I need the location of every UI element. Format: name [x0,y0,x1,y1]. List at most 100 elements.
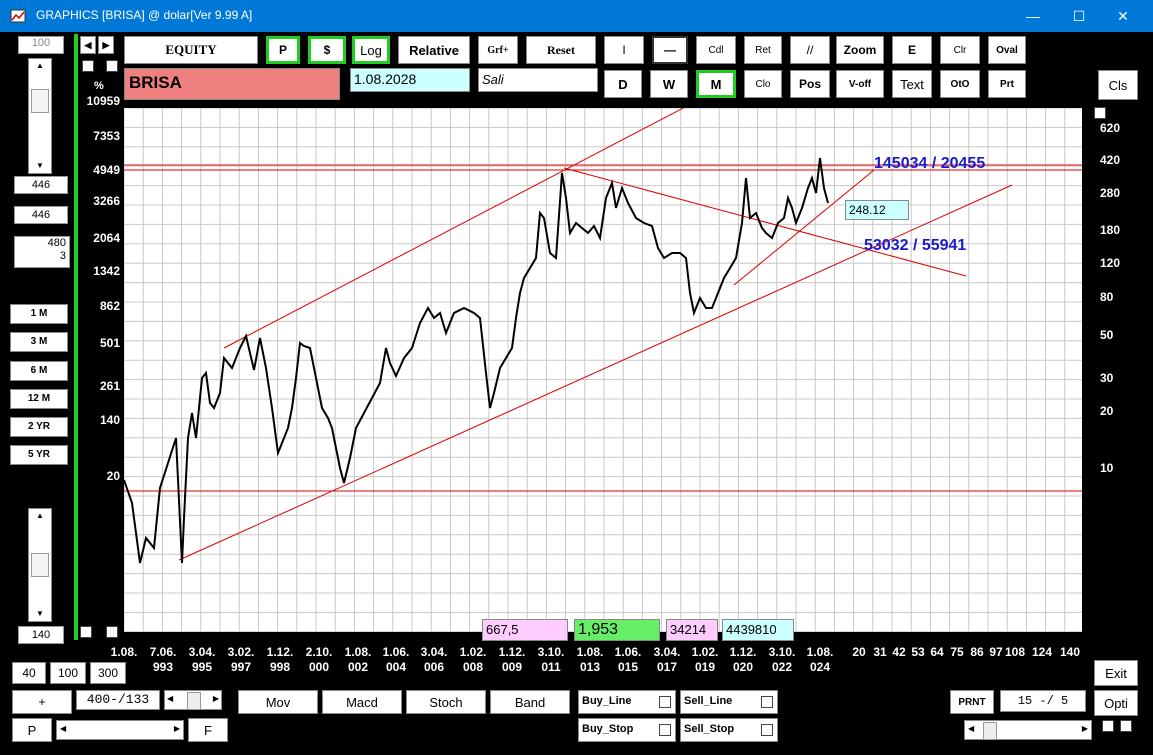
relative-button[interactable]: Relative [398,36,470,64]
p-bottom-button[interactable]: P [12,718,52,742]
plus-button[interactable]: + [12,690,72,714]
price-chart[interactable] [123,104,1082,633]
timeframe-5yr-button[interactable]: 5 YR [10,445,68,465]
log-button[interactable]: Log [352,36,390,64]
day-field[interactable]: Sali [478,68,598,92]
bottom-right-icon[interactable]: ▶ [173,724,180,733]
checkbox-e[interactable] [1102,720,1114,732]
chart-canvas[interactable] [123,104,1082,633]
close-line-button[interactable]: Clo [744,70,782,98]
volume-off-button[interactable]: V-off [836,70,884,98]
left-lower-scrollbar[interactable]: ▲ ▼ [28,508,52,622]
checkbox-c[interactable] [80,626,92,638]
sell-stop-checkbox[interactable] [761,724,773,736]
oval-button[interactable]: Oval [988,36,1026,64]
symbol-field[interactable]: BRISA [124,68,340,100]
period-40-button[interactable]: 40 [12,662,46,684]
candle-button[interactable]: Cdl [696,36,736,64]
exit-button[interactable]: Exit [1094,660,1138,686]
app-icon [10,9,26,23]
scroll-thumb-2[interactable] [31,553,49,577]
graph-plus-button[interactable]: Grf+ [478,36,518,64]
sell-line-label: Sell_Line [684,695,733,707]
sell-line-checkbox[interactable] [761,696,773,708]
scroll-up-icon[interactable]: ▲ [36,61,44,70]
checkbox-d[interactable] [106,626,118,638]
timeframe-1m-button[interactable]: 1 M [10,304,68,324]
price-tick: 140 [99,413,120,427]
opti-button[interactable]: Opti [1094,690,1138,716]
buy-line-checkbox[interactable] [659,696,671,708]
macd-button[interactable]: Macd [322,690,402,714]
reset-button[interactable]: Reset [526,36,596,64]
bottom-scrollbar[interactable]: ◀ ▶ [56,720,184,740]
retracement-button[interactable]: Ret [744,36,782,64]
dollar-button[interactable]: $ [308,36,346,64]
range-right-icon[interactable]: ▶ [212,694,219,703]
range-scrollbar[interactable]: ◀ ▶ [164,690,222,710]
period-300-button[interactable]: 300 [90,662,126,684]
minimize-icon[interactable]: — [1026,8,1040,24]
position-button[interactable]: Pos [790,70,830,98]
right-bottom-scrollbar[interactable]: ◀ ▶ [964,720,1092,740]
buy-stop-option[interactable]: Buy_Stop [578,718,676,742]
bottom-left-icon[interactable]: ◀ [60,724,67,733]
clear-button[interactable]: Clr [940,36,980,64]
vertical-line-button[interactable]: I [604,36,644,64]
buy-stop-checkbox[interactable] [659,724,671,736]
right-bottom-right-icon[interactable]: ▶ [1081,724,1088,733]
timeframe-3m-button[interactable]: 3 M [10,332,68,352]
range-field[interactable]: 400-/133 [76,690,160,710]
maximize-icon[interactable]: ☐ [1072,8,1086,24]
right-bottom-thumb[interactable] [983,722,997,740]
close-icon[interactable]: ✕ [1117,8,1129,24]
range-left-icon[interactable]: ◀ [167,694,174,703]
price-tick: 3266 [93,194,120,208]
timeframe-2yr-button[interactable]: 2 YR [10,417,68,437]
horizontal-line-button[interactable]: — [652,36,688,64]
checkbox-f[interactable] [1120,720,1132,732]
mov-button[interactable]: Mov [238,690,318,714]
parallel-lines-button[interactable]: // [790,36,830,64]
timeframe-12m-button[interactable]: 12 M [10,389,68,409]
period-100-button[interactable]: 100 [50,662,86,684]
ratio-field[interactable]: 15 -/ 5 [1000,690,1086,712]
text-button[interactable]: Text [892,70,932,98]
f-button[interactable]: F [188,718,228,742]
monthly-button[interactable]: M [696,70,736,98]
nav-right-icon[interactable]: ▶ [98,36,114,54]
sell-stop-option[interactable]: Sell_Stop [680,718,778,742]
checkbox-a[interactable] [82,60,94,72]
bottom-value-box[interactable]: 140 [18,626,64,644]
scroll-down-icon-2[interactable]: ▼ [36,609,44,618]
right-bottom-left-icon[interactable]: ◀ [968,724,975,733]
daily-button[interactable]: D [604,70,642,98]
sell-line-option[interactable]: Sell_Line [680,690,778,714]
range-thumb[interactable] [187,692,201,710]
left-vertical-scrollbar[interactable]: ▲ ▼ [28,58,52,174]
scroll-down-icon[interactable]: ▼ [36,161,44,170]
zoom-button[interactable]: Zoom [836,36,884,64]
timeframe-6m-button[interactable]: 6 M [10,361,68,381]
print-chart-button[interactable]: Prt [988,70,1026,98]
print-button[interactable]: PRNT [950,690,994,714]
nav-left-icon[interactable]: ◀ [80,36,96,54]
right-tick: 620 [1100,121,1121,135]
date-field[interactable]: 1.08.2028 [350,68,470,92]
top-value-box[interactable]: 100 [18,36,64,54]
e-button[interactable]: E [892,36,932,64]
weekly-button[interactable]: W [650,70,688,98]
checkbox-b[interactable] [106,60,118,72]
cls-button[interactable]: Cls [1098,70,1138,100]
x-tick-year: 995 [191,660,213,674]
x-tick: 3.10. 011 [531,645,571,675]
oto-button[interactable]: OtO [940,70,980,98]
scroll-thumb[interactable] [31,89,49,113]
band-button[interactable]: Band [490,690,570,714]
equity-button[interactable]: EQUITY [124,36,258,64]
buy-line-option[interactable]: Buy_Line [578,690,676,714]
scroll-up-icon-2[interactable]: ▲ [36,511,44,520]
p-button[interactable]: P [266,36,300,64]
stoch-button[interactable]: Stoch [406,690,486,714]
checkbox-right[interactable] [1094,107,1106,119]
